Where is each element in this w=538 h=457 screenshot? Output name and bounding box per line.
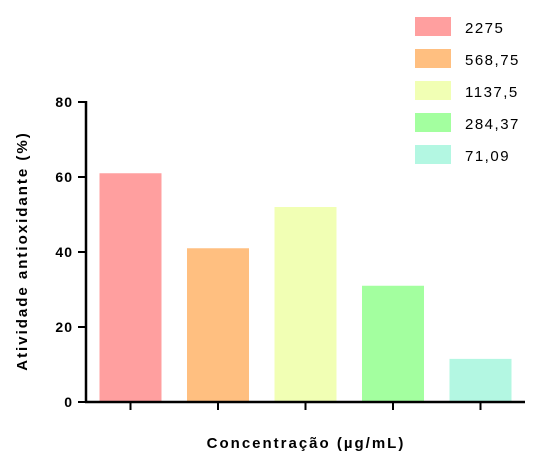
legend-label-4: 284,37 bbox=[465, 116, 520, 133]
y-axis-title: Atividade antioxidante (%) bbox=[14, 131, 31, 371]
legend-label-1: 2275 bbox=[465, 20, 504, 37]
x-axis-title: Concentração (µg/mL) bbox=[207, 435, 406, 452]
legend-swatch-1 bbox=[415, 17, 451, 36]
y-tick-label-0: 0 bbox=[64, 394, 73, 410]
legend-swatch-4 bbox=[415, 113, 451, 132]
y-tick-label-20: 20 bbox=[55, 319, 73, 335]
bar-4 bbox=[362, 285, 424, 402]
bar-2 bbox=[187, 248, 249, 402]
bar-5 bbox=[449, 358, 512, 402]
bar-1 bbox=[99, 173, 162, 402]
bar-3 bbox=[274, 207, 337, 402]
legend-swatch-5 bbox=[415, 145, 451, 164]
y-tick-label-60: 60 bbox=[55, 169, 73, 185]
legend-swatch-3 bbox=[415, 81, 451, 100]
legend-label-3: 1137,5 bbox=[465, 84, 519, 101]
legend-label-5: 71,09 bbox=[465, 148, 510, 165]
axes-group: 0 20 40 60 80 bbox=[55, 94, 525, 410]
y-tick-label-40: 40 bbox=[55, 244, 73, 260]
legend: 2275 568,75 1137,5 284,37 71,09 bbox=[415, 17, 520, 165]
legend-swatch-2 bbox=[415, 49, 451, 68]
bars-group bbox=[99, 173, 512, 402]
y-tick-label-80: 80 bbox=[55, 94, 73, 110]
legend-label-2: 568,75 bbox=[465, 52, 520, 69]
